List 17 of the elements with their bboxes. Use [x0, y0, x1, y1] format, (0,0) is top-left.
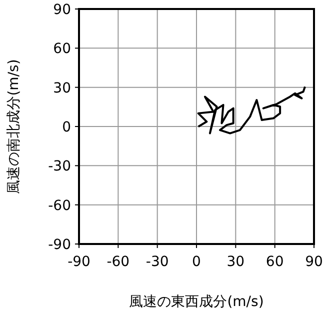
y-tick-label: 60 [53, 41, 71, 58]
x-tick-label: 90 [305, 254, 323, 270]
y-tick-label: 30 [53, 80, 71, 96]
x-tick-label: -90 [68, 254, 90, 270]
y-tick-label: 90 [53, 2, 71, 18]
y-tick-label: -60 [48, 198, 71, 214]
y-tick-label: -90 [48, 237, 71, 253]
x-tick-label: 30 [226, 254, 245, 270]
x-tick-label: -30 [146, 254, 169, 270]
x-axis-title: 風速の東西成分(m/s) [129, 294, 264, 310]
y-tick-label: 0 [62, 120, 71, 136]
y-axis-title: 風速の南北成分(m/s) [6, 59, 22, 194]
x-tick-label: -60 [106, 254, 130, 270]
x-tick-label: 60 [266, 254, 284, 270]
x-tick-label: 0 [192, 254, 201, 270]
y-tick-label: -30 [48, 158, 71, 175]
line-series [197, 86, 306, 134]
